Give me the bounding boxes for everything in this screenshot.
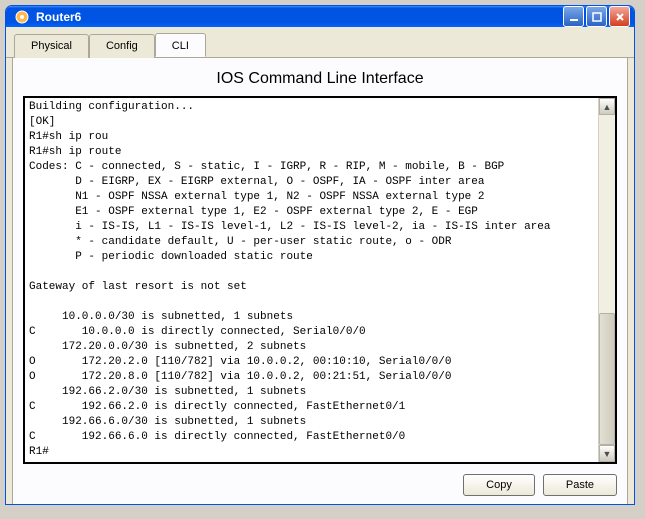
tab-cli[interactable]: CLI bbox=[155, 33, 206, 57]
paste-button[interactable]: Paste bbox=[543, 474, 617, 496]
titlebar[interactable]: Router6 bbox=[6, 6, 634, 27]
button-row: Copy Paste bbox=[23, 464, 617, 496]
close-button[interactable] bbox=[609, 6, 630, 27]
scroll-thumb[interactable] bbox=[599, 313, 615, 445]
scroll-down-arrow-icon[interactable]: ▼ bbox=[599, 445, 615, 462]
terminal-scrollbar[interactable]: ▲ ▼ bbox=[598, 98, 615, 462]
cli-heading: IOS Command Line Interface bbox=[23, 66, 617, 96]
tab-bar: Physical Config CLI bbox=[6, 27, 634, 58]
app-icon bbox=[14, 9, 30, 25]
tab-physical[interactable]: Physical bbox=[14, 34, 89, 58]
terminal-output[interactable]: Building configuration... [OK] R1#sh ip … bbox=[25, 98, 598, 462]
terminal-container: Building configuration... [OK] R1#sh ip … bbox=[23, 96, 617, 464]
minimize-button[interactable] bbox=[563, 6, 584, 27]
scroll-up-arrow-icon[interactable]: ▲ bbox=[599, 98, 615, 115]
tab-config[interactable]: Config bbox=[89, 34, 155, 58]
copy-button[interactable]: Copy bbox=[463, 474, 535, 496]
app-window: Router6 Physical Config CLI IOS Command … bbox=[5, 5, 635, 505]
tab-content: IOS Command Line Interface Building conf… bbox=[12, 58, 628, 505]
window-title: Router6 bbox=[34, 10, 561, 24]
maximize-button[interactable] bbox=[586, 6, 607, 27]
scroll-track[interactable] bbox=[599, 115, 615, 445]
